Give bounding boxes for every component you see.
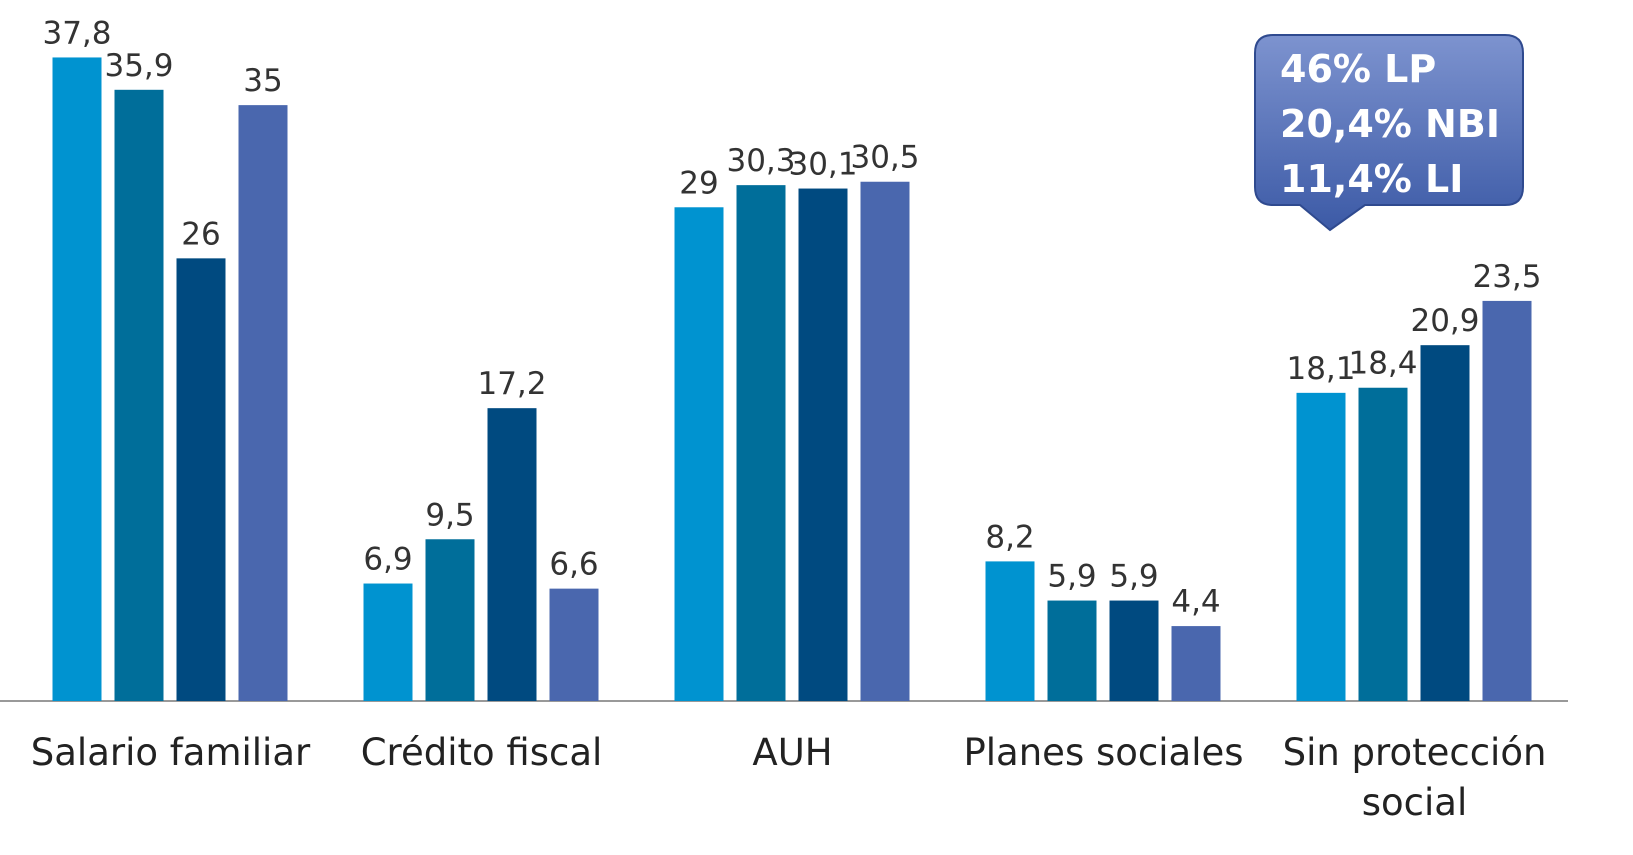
bar [1296,392,1346,701]
bar [176,258,226,701]
bar [736,185,786,701]
value-label: 29 [679,165,718,201]
bar [985,561,1035,701]
value-label: 35,9 [104,48,173,84]
value-label: 30,1 [788,147,857,183]
value-label: 18,1 [1286,351,1355,387]
bar [1358,387,1408,701]
bar [425,539,475,701]
bar [1420,345,1470,701]
bar [1482,300,1532,701]
callout-text: 11,4% LI [1280,157,1463,201]
value-label: 4,4 [1171,584,1220,620]
x-tick-label: Salario familiar [30,731,311,774]
x-tick-label: Crédito fiscal [360,731,603,774]
bar [238,105,288,701]
callout [1254,34,1524,232]
callout-text: 20,4% NBI [1280,102,1500,146]
value-label: 20,9 [1410,303,1479,339]
bar [798,188,848,702]
x-tick-label: Planes sociales [963,731,1244,774]
value-label: 9,5 [425,497,474,533]
value-label: 8,2 [985,519,1034,555]
value-label: 6,6 [549,547,598,583]
x-tick-label: AUH [752,731,833,774]
bar [1171,626,1221,701]
value-label: 30,3 [726,143,795,179]
bar [860,181,910,702]
value-label: 23,5 [1472,259,1541,295]
value-label: 17,2 [477,366,546,402]
value-label: 35 [243,63,282,99]
value-label: 37,8 [42,15,111,51]
x-tick-label: Sin protección social [1282,731,1547,824]
value-label: 26 [181,216,220,252]
value-label: 6,9 [363,542,412,578]
bar [52,57,102,701]
value-label: 18,4 [1348,346,1417,382]
callout-text: 46% LP [1280,47,1436,91]
bar [1047,600,1097,701]
bar [674,207,724,701]
bar [487,408,537,701]
bar [549,588,599,701]
bar [1109,600,1159,701]
value-label: 30,5 [850,140,919,176]
value-label: 5,9 [1109,559,1158,595]
bar [363,583,413,701]
value-label: 5,9 [1047,559,1096,595]
bar [114,89,164,702]
